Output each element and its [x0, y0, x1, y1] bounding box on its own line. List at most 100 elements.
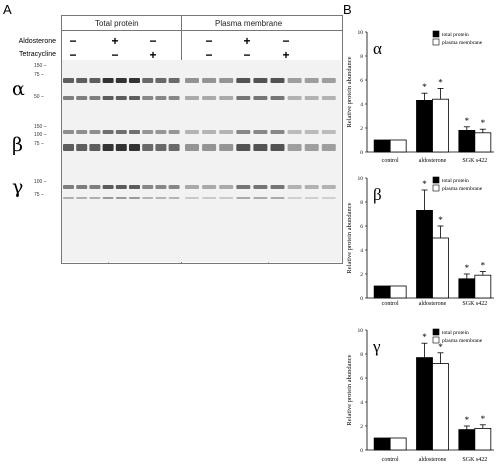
- blot-band: [185, 185, 199, 189]
- significance-star: *: [438, 342, 443, 352]
- blot-band: [102, 144, 114, 151]
- blot-band: [102, 78, 114, 83]
- blot-band: [202, 96, 217, 100]
- blot-band: [76, 130, 88, 134]
- blot-band: [168, 78, 180, 83]
- blot-band: [155, 78, 167, 83]
- blot-band: [304, 78, 319, 83]
- sign-aldo-4: −: [205, 34, 213, 48]
- blot-band: [102, 185, 114, 189]
- blot-band: [236, 78, 251, 83]
- blot-band: [321, 185, 336, 189]
- significance-star: *: [481, 118, 486, 128]
- header-divider: [61, 30, 342, 31]
- blot-band: [270, 130, 285, 134]
- blot-band: [202, 144, 217, 151]
- blot-band: [115, 197, 127, 199]
- significance-star: *: [465, 116, 470, 126]
- panel-a-letter: A: [3, 2, 12, 17]
- y-axis-label: Relative protein abundance: [346, 354, 353, 425]
- bar: [416, 357, 433, 451]
- blot-band: [219, 197, 234, 199]
- bar: [474, 132, 492, 153]
- blot-label-beta: β: [12, 134, 23, 156]
- blot-band: [63, 96, 74, 100]
- blot-band: [287, 78, 302, 83]
- blot-band: [236, 96, 251, 100]
- blot-band: [89, 130, 101, 134]
- mw-marker: 100 –: [34, 132, 47, 138]
- significance-star: *: [465, 263, 470, 273]
- bar: [373, 285, 391, 299]
- blot-band: [304, 144, 319, 151]
- bar: [432, 363, 449, 451]
- western-blot-image: [62, 60, 341, 262]
- blot-band: [142, 96, 154, 100]
- legend-swatch: [432, 184, 440, 192]
- mw-marker: 100 –: [34, 179, 47, 185]
- mw-marker: 150 –: [34, 124, 47, 130]
- blot-band: [270, 197, 285, 199]
- blot-band: [236, 185, 251, 189]
- sign-tet-6: +: [282, 48, 290, 62]
- bar-chart-1: 0 2 4 6 8 10 Relative protein abundance β contro…: [346, 176, 494, 307]
- legend-label: total protein: [442, 178, 469, 184]
- category-label: aldosterone: [419, 457, 447, 463]
- blot-band: [63, 197, 74, 199]
- blot-label-gamma: γ: [12, 176, 24, 198]
- blot-band: [253, 96, 268, 100]
- y-tick-label: 4: [360, 248, 363, 254]
- blot-band: [115, 96, 127, 100]
- blot-band: [185, 197, 199, 199]
- blot-band: [155, 130, 167, 134]
- blot-band: [102, 130, 114, 134]
- y-tick-label: 6: [360, 224, 363, 230]
- blot-band: [270, 78, 285, 83]
- category-label: SGK s422: [462, 457, 487, 463]
- blot-band: [253, 185, 268, 189]
- mw-marker: 75 –: [34, 192, 44, 198]
- blot-band: [129, 144, 140, 151]
- category-label: aldosterone: [419, 301, 447, 307]
- blot-band: [236, 144, 251, 151]
- blot-band: [63, 185, 74, 189]
- blot-band: [155, 96, 167, 100]
- chart-greek-title: β: [373, 185, 382, 204]
- blot-band: [142, 144, 154, 151]
- sign-aldo-6: −: [282, 34, 290, 48]
- category-label: control: [382, 457, 399, 463]
- blot-band: [219, 96, 234, 100]
- legend-swatch: [432, 336, 440, 344]
- significance-star: *: [481, 414, 486, 424]
- blot-frame: [61, 15, 343, 264]
- bar-chart-2: 0 2 4 6 8 10 Relative protein abundance γ contro…: [346, 328, 494, 463]
- y-tick-label: 10: [358, 176, 364, 182]
- y-tick-label: 0: [360, 448, 363, 454]
- blot-band: [185, 130, 199, 134]
- sign-aldo-1: −: [69, 34, 77, 48]
- legend-label: plasma membrane: [442, 186, 483, 192]
- legend-swatch: [432, 328, 440, 336]
- sign-aldo-2: +: [111, 34, 119, 48]
- blot-band: [129, 78, 140, 83]
- mw-marker: 50 –: [34, 94, 44, 100]
- blot-band: [321, 144, 336, 151]
- blot-band: [155, 185, 167, 189]
- category-label: SGK s422: [462, 158, 487, 164]
- blot-band: [321, 96, 336, 100]
- blot-band: [168, 130, 180, 134]
- category-label: control: [382, 158, 399, 164]
- blot-band: [287, 197, 302, 199]
- significance-star: *: [422, 332, 427, 342]
- blot-label-alpha: α: [12, 78, 25, 100]
- blot-band: [102, 96, 114, 100]
- blot-band: [129, 197, 140, 199]
- y-tick-label: 2: [360, 126, 363, 132]
- y-tick-label: 2: [360, 272, 363, 278]
- blot-band: [155, 197, 167, 199]
- sign-tet-3: +: [149, 48, 157, 62]
- blot-band: [185, 96, 199, 100]
- legend-swatch: [432, 176, 440, 184]
- blot-band: [321, 197, 336, 199]
- blot-band: [63, 144, 74, 151]
